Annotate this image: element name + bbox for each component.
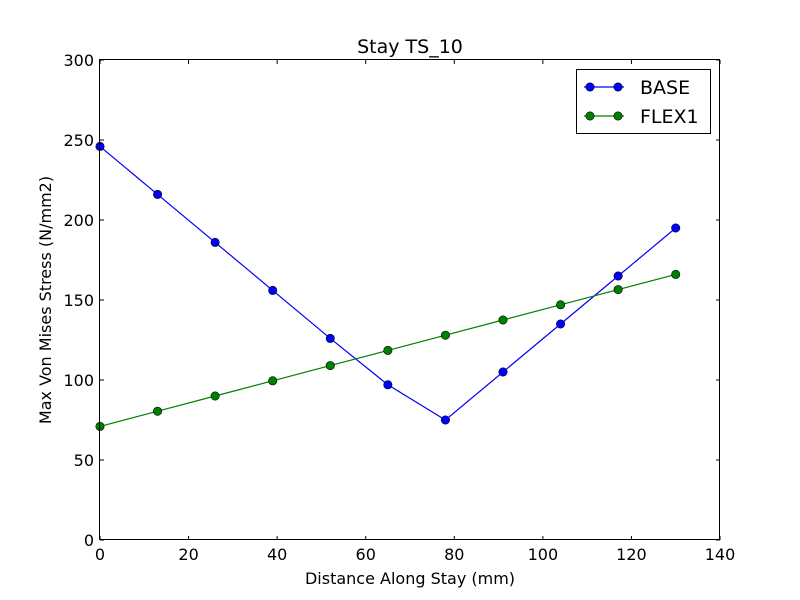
data-point <box>613 285 623 295</box>
data-point <box>556 300 566 310</box>
y-tick-label: 200 <box>63 211 94 230</box>
data-point <box>671 223 681 233</box>
y-axis-label: Max Von Mises Stress (N/mm2) <box>36 176 55 424</box>
series-base <box>95 141 681 425</box>
y-tick-label: 50 <box>74 451 94 470</box>
legend-label: FLEX1 <box>640 106 699 128</box>
data-point <box>325 333 335 343</box>
data-point <box>383 345 393 355</box>
data-point <box>671 269 681 279</box>
axis-ticks: 0 20 40 60 80 100 120 140 0 50 100 150 200 250 300 <box>63 51 735 564</box>
data-point <box>268 285 278 295</box>
y-tick-label: 300 <box>63 51 94 70</box>
series-layer <box>95 141 681 431</box>
data-point <box>556 319 566 329</box>
data-point <box>268 376 278 386</box>
data-point <box>498 367 508 377</box>
legend-marker <box>585 82 595 92</box>
y-tick-label: 100 <box>63 371 94 390</box>
data-point <box>153 189 163 199</box>
x-tick-label: 0 <box>95 545 105 564</box>
x-tick-label: 60 <box>356 545 376 564</box>
series-flex1 <box>95 269 681 431</box>
x-tick-label: 20 <box>178 545 198 564</box>
legend-box <box>576 69 711 134</box>
legend-label: BASE <box>640 77 690 99</box>
x-tick-label: 100 <box>528 545 559 564</box>
x-tick-label: 40 <box>267 545 287 564</box>
chart-title: Stay TS_10 <box>357 36 463 58</box>
data-point <box>153 406 163 416</box>
data-point <box>210 391 220 401</box>
y-tick-label: 0 <box>84 531 94 550</box>
data-point <box>613 271 623 281</box>
data-point <box>325 361 335 371</box>
y-tick-label: 150 <box>63 291 94 310</box>
plot-frame <box>99 59 720 540</box>
legend-marker <box>613 111 623 121</box>
series-line-base <box>99 145 677 421</box>
x-tick-label: 140 <box>705 545 736 564</box>
data-point <box>383 380 393 390</box>
legend-marker <box>585 111 595 121</box>
data-point <box>440 330 450 340</box>
data-point <box>498 315 508 325</box>
data-point <box>210 237 220 247</box>
legend-marker <box>613 82 623 92</box>
x-tick-label: 120 <box>616 545 647 564</box>
x-axis-label: Distance Along Stay (mm) <box>305 569 515 588</box>
y-tick-label: 250 <box>63 131 94 150</box>
legend: BASE FLEX1 <box>576 69 711 134</box>
data-point <box>440 415 450 425</box>
x-tick-label: 80 <box>444 545 464 564</box>
